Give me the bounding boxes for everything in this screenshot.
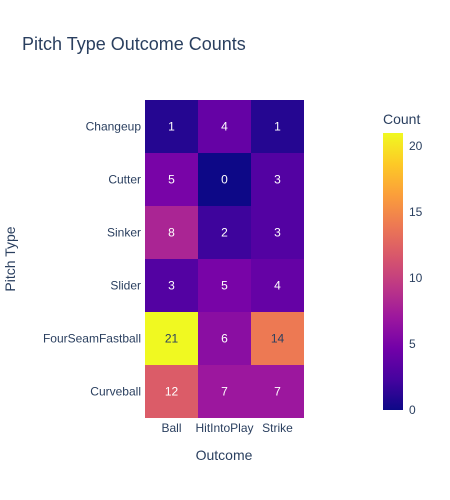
heatmap-cell xyxy=(198,312,251,365)
cell-value-label: 12 xyxy=(165,385,179,399)
heatmap-cell xyxy=(198,365,251,418)
heatmap-cell xyxy=(145,153,198,206)
cell-value-label: 2 xyxy=(221,226,228,240)
cell-value-label: 5 xyxy=(221,279,228,293)
heatmap-cell xyxy=(198,100,251,153)
cell-value-label: 3 xyxy=(168,279,175,293)
colorbar-tick-label: 15 xyxy=(409,205,423,219)
colorbar-gradient xyxy=(383,133,403,410)
colorbar-tick-label: 20 xyxy=(409,139,423,153)
cell-value-label: 7 xyxy=(221,385,228,399)
heatmap-cell xyxy=(251,206,304,259)
chart-title: Pitch Type Outcome Counts xyxy=(22,34,246,54)
y-tick-label: Curveball xyxy=(90,385,141,399)
colorbar-tick-label: 10 xyxy=(409,271,423,285)
heatmap-cell xyxy=(145,206,198,259)
heatmap-cell xyxy=(198,259,251,312)
heatmap-cell xyxy=(198,153,251,206)
y-axis-title: Pitch Type xyxy=(2,226,18,291)
heatmap-cell xyxy=(198,206,251,259)
colorbar-ticks: 0 5 10 15 20 xyxy=(409,139,423,417)
cell-value-label: 7 xyxy=(274,385,281,399)
cell-value-label: 0 xyxy=(221,173,228,187)
cell-value-label: 3 xyxy=(274,226,281,240)
heatmap-cell xyxy=(145,365,198,418)
x-tick-label: Strike xyxy=(262,421,293,435)
cell-value-label: 6 xyxy=(221,332,228,346)
y-tick-label: Cutter xyxy=(108,173,141,187)
heatmap-cell xyxy=(145,259,198,312)
heatmap-cell xyxy=(251,365,304,418)
heatmap-cell xyxy=(251,259,304,312)
y-tick-label: FourSeamFastball xyxy=(43,332,141,346)
cell-value-label: 21 xyxy=(165,332,179,346)
heatmap-cell xyxy=(251,100,304,153)
x-tick-label: HitIntoPlay xyxy=(195,421,253,435)
x-tick-label: Ball xyxy=(161,421,181,435)
heatmap-cell xyxy=(145,312,198,365)
heatmap-cell xyxy=(251,312,304,365)
y-tick-labels: Changeup Cutter Sinker Slider FourSeamFastba… xyxy=(43,120,141,399)
x-tick-labels: Ball HitIntoPlay Strike xyxy=(161,421,293,435)
heatmap-cell xyxy=(145,100,198,153)
colorbar: Count 0 5 10 15 20 xyxy=(383,111,423,417)
cell-value-label: 5 xyxy=(168,173,175,187)
cell-value-label: 1 xyxy=(168,120,175,134)
cell-value-label: 4 xyxy=(274,279,281,293)
colorbar-tick-label: 0 xyxy=(409,403,416,417)
cell-value-label: 3 xyxy=(274,173,281,187)
cell-value-label: 8 xyxy=(168,226,175,240)
cell-value-label: 4 xyxy=(221,120,228,134)
heatmap-cell xyxy=(251,153,304,206)
y-tick-label: Sinker xyxy=(107,226,141,240)
colorbar-title: Count xyxy=(383,111,420,127)
y-tick-label: Slider xyxy=(110,279,141,293)
x-axis-title: Outcome xyxy=(196,447,253,463)
cell-value-label: 1 xyxy=(274,120,281,134)
colorbar-tick-label: 5 xyxy=(409,337,416,351)
cell-value-label: 14 xyxy=(271,332,285,346)
y-tick-label: Changeup xyxy=(86,120,142,134)
